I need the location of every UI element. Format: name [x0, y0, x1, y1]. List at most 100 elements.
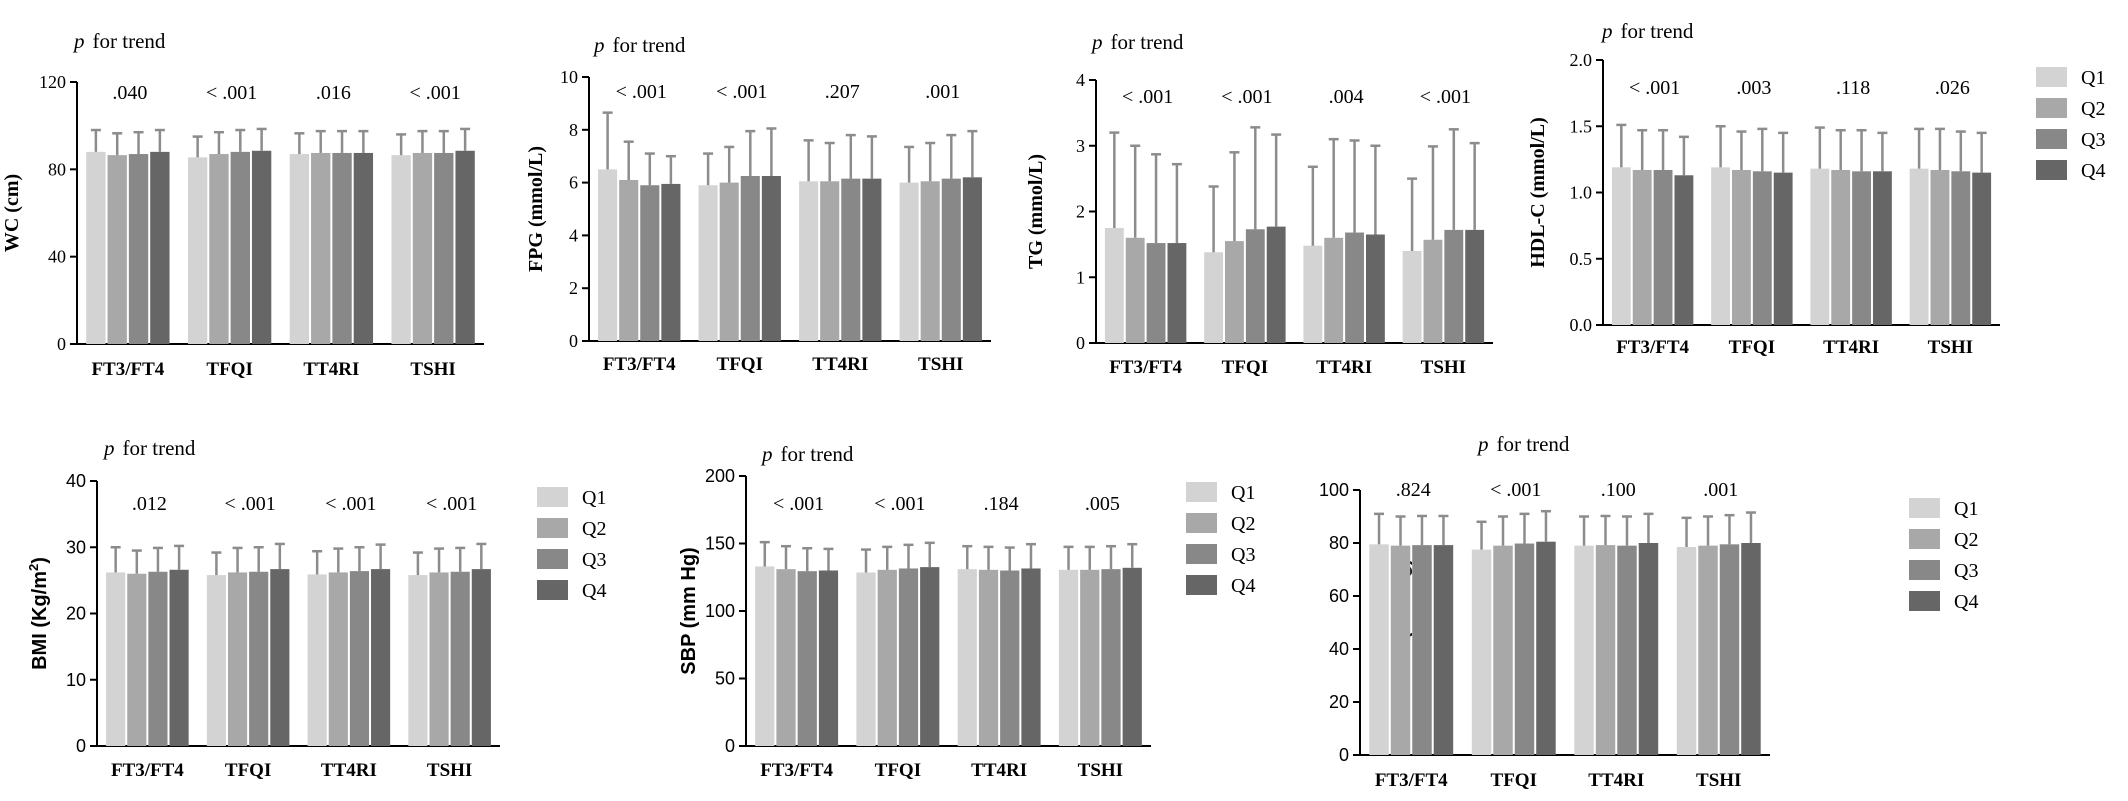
bar-q1-2 [1711, 167, 1731, 325]
x-tick-label: TFQI [875, 760, 921, 781]
bar-q4-4 [1465, 229, 1485, 343]
p-value-label: .003 [1736, 77, 1771, 99]
legend-swatch-q4 [1909, 591, 1940, 611]
legend-label: Q2 [1954, 529, 1978, 551]
bar-q1-1 [598, 169, 618, 341]
y-tick-label: 100 [1319, 480, 1349, 500]
p-value-label: < .001 [1629, 77, 1680, 99]
chart-title-p: p [1476, 432, 1489, 456]
chart-title: p for trend [102, 436, 196, 460]
legend-label: Q4 [582, 580, 606, 602]
p-value-label: < .001 [716, 81, 767, 103]
bar-q1-4 [408, 575, 428, 746]
chart-title: p for trend [1600, 19, 1694, 43]
bar-q2-3 [978, 569, 999, 746]
x-tick-label: TSHI [1696, 770, 1741, 791]
p-value-label: < .001 [325, 493, 376, 515]
bar-q4-3 [371, 569, 391, 746]
x-tick-label: TT4RI [1316, 357, 1372, 378]
chart-title-rest: for trend [1621, 19, 1694, 43]
bar-q1-1 [755, 566, 775, 746]
p-value-label: < .001 [206, 82, 257, 104]
bar-q3-1 [148, 571, 168, 746]
bar-q4-1 [1674, 175, 1694, 325]
legend-swatch-q3 [2036, 129, 2067, 149]
bar-q3-1 [1412, 545, 1432, 755]
bar-q2-4 [1423, 239, 1443, 343]
y-tick-label: 0.0 [1570, 315, 1593, 335]
bar-q1-3 [799, 181, 819, 341]
bar-q2-2 [1493, 545, 1513, 755]
x-tick-label: TFQI [1491, 770, 1537, 791]
bar-q2-3 [328, 572, 348, 746]
p-value-label: .100 [1601, 479, 1636, 501]
bar-q4-1 [818, 570, 839, 746]
bar-q4-4 [962, 177, 982, 341]
bar-q3-4 [1444, 229, 1464, 343]
y-tick-label: 0 [57, 334, 66, 354]
p-value-label: < .001 [874, 493, 925, 515]
bar-q2-1 [619, 179, 639, 341]
y-tick-label: 80 [1329, 533, 1349, 553]
x-tick-label: TT4RI [812, 354, 868, 375]
bar-q4-2 [1773, 172, 1793, 325]
legend-swatch-q1 [537, 487, 568, 507]
bar-q3-4 [450, 571, 470, 746]
bar-q4-4 [471, 569, 491, 746]
x-tick-label: TSHI [410, 359, 455, 380]
y-tick-label: 4 [569, 225, 578, 245]
x-tick-label: TFQI [717, 354, 763, 375]
bar-q3-4 [1951, 171, 1971, 325]
y-tick-label: 40 [1329, 639, 1349, 659]
bar-q4-3 [1021, 568, 1041, 746]
p-value-label: .026 [1935, 77, 1970, 99]
bar-q2-4 [1930, 169, 1950, 325]
bar-q4-4 [1741, 543, 1761, 755]
chart-panel-3: p for trend 0 1 2 3 4 TG (mmol/L) FT3/FT4 < .001 T… [1025, 30, 1493, 378]
chart-title: p for trend [1476, 432, 1570, 456]
bar-q2-4 [1698, 545, 1718, 755]
bar-q1-2 [206, 575, 226, 746]
p-value-label: .016 [316, 82, 351, 104]
y-tick-label: 0 [1076, 333, 1085, 353]
legend-label: Q4 [1954, 591, 1978, 613]
legend-label: Q1 [2081, 67, 2105, 89]
bar-q3-3 [1345, 232, 1364, 343]
bar-q2-1 [776, 569, 796, 746]
legend-swatch-q2 [2036, 98, 2067, 118]
y-tick-label: 2.0 [1570, 50, 1593, 70]
bar-q1-1 [106, 572, 126, 746]
legend-label: Q2 [1231, 513, 1255, 535]
legend-label: Q4 [1231, 575, 1255, 597]
y-axis-label-text: HDL-C (mmol/L) [1527, 117, 1549, 268]
p-value-label: < .001 [1490, 479, 1541, 501]
legend-label: Q1 [1954, 498, 1978, 520]
x-tick-label: TSHI [918, 354, 963, 375]
legend-swatch-q2 [1186, 513, 1217, 533]
p-value-label: < .001 [426, 493, 477, 515]
bar-q3-3 [1000, 570, 1020, 746]
chart-panel-2: p for trend 0 2 4 6 8 10 FPG (mmol/L) FT3/FT4 < .0… [525, 33, 991, 375]
y-tick-label: 1 [1076, 267, 1085, 287]
y-axis-label-text: TG (mmol/L) [1025, 154, 1047, 269]
y-axis-label: FPG (mmol/L) [525, 146, 547, 272]
bar-q1-4 [1058, 569, 1079, 746]
legend-label: Q1 [1231, 482, 1255, 504]
legend-swatch-q1 [1909, 498, 1940, 518]
bar-q4-3 [862, 178, 882, 341]
bar-q1-4 [391, 155, 411, 344]
legend-swatch-q4 [537, 580, 568, 600]
legend-swatch-q2 [1909, 529, 1940, 549]
legend-swatch-q4 [2036, 160, 2067, 180]
y-axis-label-text: FPG (mmol/L) [525, 146, 547, 272]
p-value-label: .040 [112, 82, 147, 104]
p-value-label: < .001 [773, 493, 824, 515]
bar-q1-2 [856, 572, 876, 746]
p-value-label: < .001 [1221, 86, 1272, 108]
y-tick-label: 0 [76, 736, 86, 756]
bar-q1-3 [307, 574, 327, 746]
bar-q4-1 [169, 569, 189, 746]
legend: Q1 Q2 Q3 Q4 [537, 487, 606, 602]
